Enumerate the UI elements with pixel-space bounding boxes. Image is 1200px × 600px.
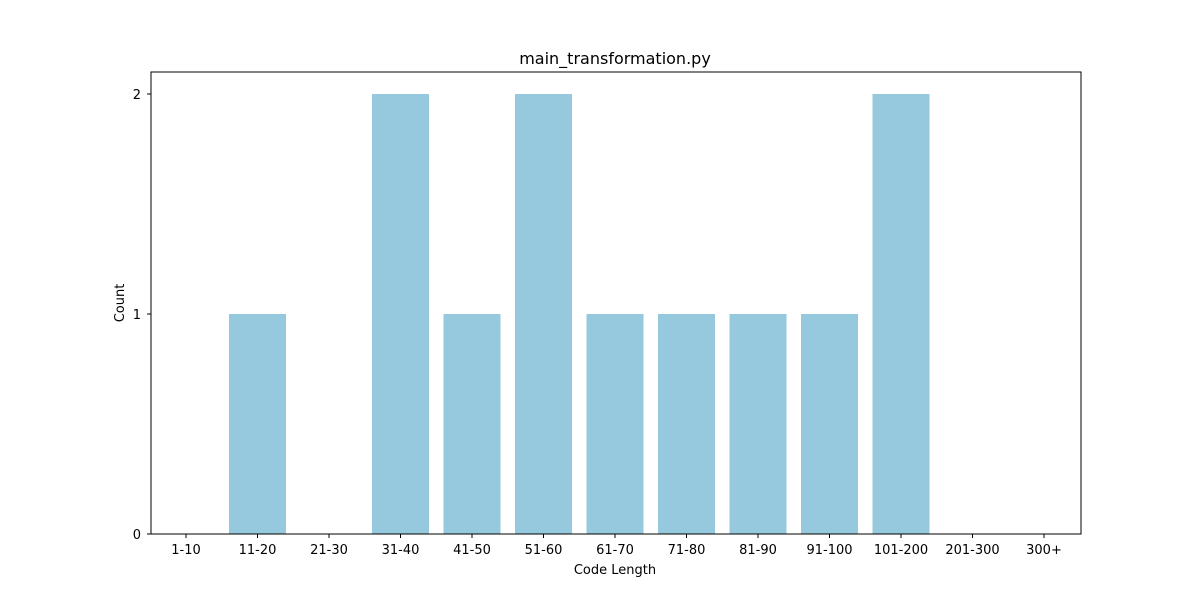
plot-frame bbox=[150, 71, 1082, 535]
x-axis-label: Code Length bbox=[574, 563, 656, 578]
x-tick-label: 101-200 bbox=[874, 543, 928, 558]
x-tick-label: 31-40 bbox=[382, 543, 420, 558]
x-tick-label: 201-300 bbox=[945, 543, 999, 558]
y-tick-label: 1 bbox=[133, 308, 141, 323]
bar-11-20 bbox=[229, 314, 286, 534]
x-tick-label: 41-50 bbox=[453, 543, 491, 558]
y-axis-ticks: 0 1 2 bbox=[133, 88, 151, 543]
x-tick-label: 21-30 bbox=[310, 543, 348, 558]
y-tick-label: 0 bbox=[133, 528, 141, 543]
chart-title: main_transformation.py bbox=[519, 49, 711, 69]
x-tick-label: 51-60 bbox=[525, 543, 563, 558]
bars-group bbox=[229, 94, 930, 534]
x-tick-label: 61-70 bbox=[596, 543, 634, 558]
bar-51-60 bbox=[515, 94, 572, 534]
bar-91-100 bbox=[801, 314, 858, 534]
bar-41-50 bbox=[443, 314, 501, 534]
y-axis-label: Count bbox=[113, 284, 128, 323]
y-tick-label: 2 bbox=[133, 88, 141, 103]
x-tick-label: 11-20 bbox=[239, 543, 277, 558]
bar-101-200 bbox=[872, 94, 930, 534]
x-tick-label: 300+ bbox=[1026, 543, 1062, 558]
x-tick-label: 81-90 bbox=[739, 543, 777, 558]
x-tick-label: 91-100 bbox=[806, 543, 852, 558]
bar-71-80 bbox=[658, 314, 715, 534]
bar-31-40 bbox=[372, 94, 429, 534]
bar-81-90 bbox=[729, 314, 787, 534]
x-tick-label: 1-10 bbox=[171, 543, 201, 558]
x-tick-label: 71-80 bbox=[668, 543, 706, 558]
bar-61-70 bbox=[586, 314, 644, 534]
x-axis-ticks: 1-10 11-20 21-30 31-40 41-50 51-60 61-70 71-80 8… bbox=[171, 534, 1062, 558]
